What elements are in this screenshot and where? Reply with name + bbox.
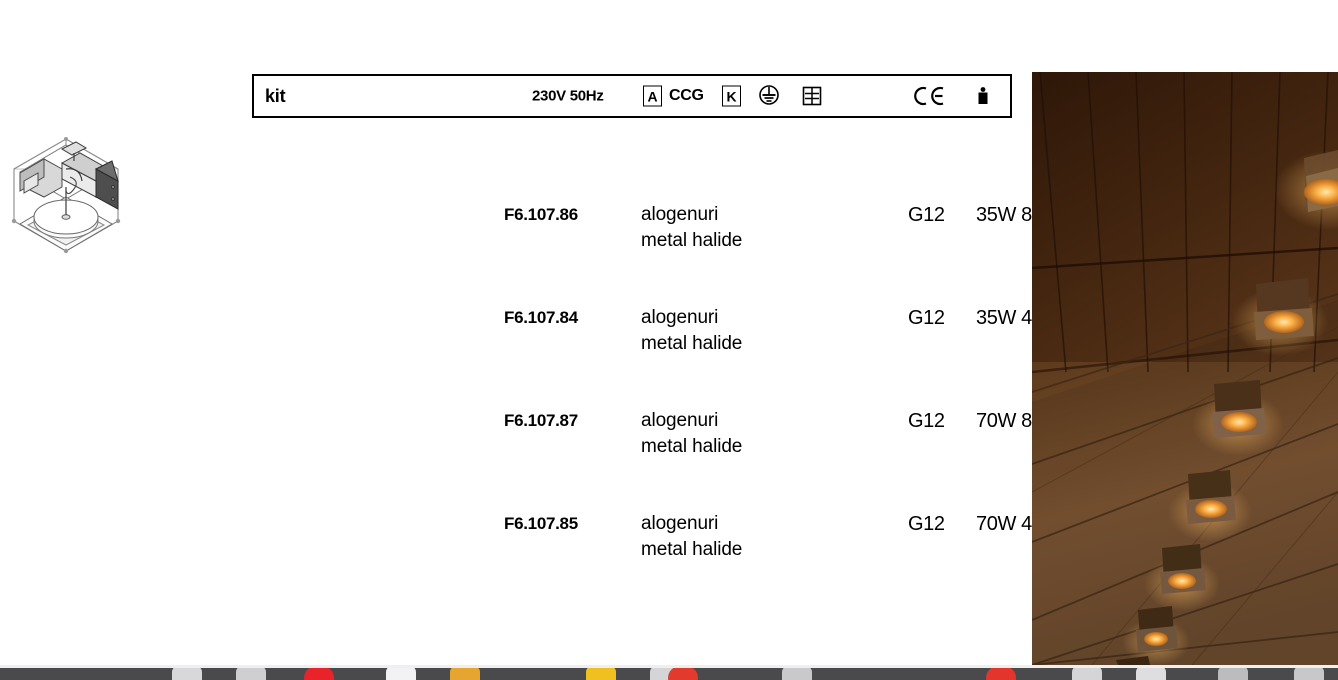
downlight-fixture [1192,380,1284,456]
cell-socket: G12 [908,410,945,432]
cell-socket: G12 [908,513,945,535]
dock-icon-9[interactable] [782,668,812,680]
dock-icon-5[interactable] [450,668,480,680]
cell-kit-code: F6.107.84 [504,308,578,327]
downlight-fixture [1232,278,1328,356]
cell-kit-code: F6.107.87 [504,411,578,430]
dock-icon-8[interactable] [668,668,698,680]
cell-kit-code: F6.107.85 [504,514,578,533]
cell-kit-code: F6.107.86 [504,205,578,224]
cell-lamp-type: alogenuri metal halide [641,204,743,251]
header-voltage-label: 230V 50Hz [532,87,604,105]
protective-earth-icon [757,84,781,108]
downlight-fixture [1168,470,1252,542]
table-row[interactable]: F6.107.86 alogenuri metal halide G12 35W… [504,202,1264,305]
dock-icon-11[interactable] [1072,668,1102,680]
ce-mark-icon [912,84,946,108]
cell-lamp-type: alogenuri metal halide [641,307,743,354]
cell-socket: G12 [908,204,945,226]
downlight-fixture [1122,606,1190,665]
specification-table: kit 230V 50Hz A CCG K [252,74,1264,560]
dock-icon-13[interactable] [1218,668,1248,680]
downlight-fixture [1274,150,1338,230]
product-drawing [0,125,150,265]
cell-socket: G12 [908,307,945,329]
application-photo [1032,72,1338,665]
boxed-k-icon: K [722,85,741,107]
mounting-surface-icon [801,85,823,107]
table-row[interactable]: F6.107.85 alogenuri metal halide G12 70W… [504,511,1264,614]
table-header-row: kit 230V 50Hz A CCG K [252,74,1012,118]
header-ccg-label: CCG [669,87,704,104]
cell-lamp-type: alogenuri metal halide [641,513,743,560]
header-kit-label: kit [265,86,286,106]
dock-icon-1[interactable] [172,668,202,680]
boxed-a-icon: A [643,85,662,107]
dock-icon-2[interactable] [236,668,266,680]
dock-icon-10[interactable] [986,668,1016,680]
recessed-kit-isometric-icon [11,137,121,254]
cell-lamp-type: alogenuri metal halide [641,410,743,457]
cell-power: 70W 8° [976,410,1040,432]
downlight-fixture [1116,656,1150,665]
desktop-background [0,665,1338,668]
dock-icon-12[interactable] [1136,668,1166,680]
dock-icon-14[interactable] [1294,668,1324,680]
cell-power: 35W 8° [976,204,1040,226]
dock-icon-3[interactable] [304,668,334,680]
wooden-ceiling-downlights-image [1032,72,1338,665]
downlight-fixture [1144,544,1220,611]
dock-icon-4[interactable] [386,668,416,680]
dock-icon-6[interactable] [586,668,616,680]
weight-icon [976,84,990,108]
os-taskbar[interactable] [0,668,1338,680]
